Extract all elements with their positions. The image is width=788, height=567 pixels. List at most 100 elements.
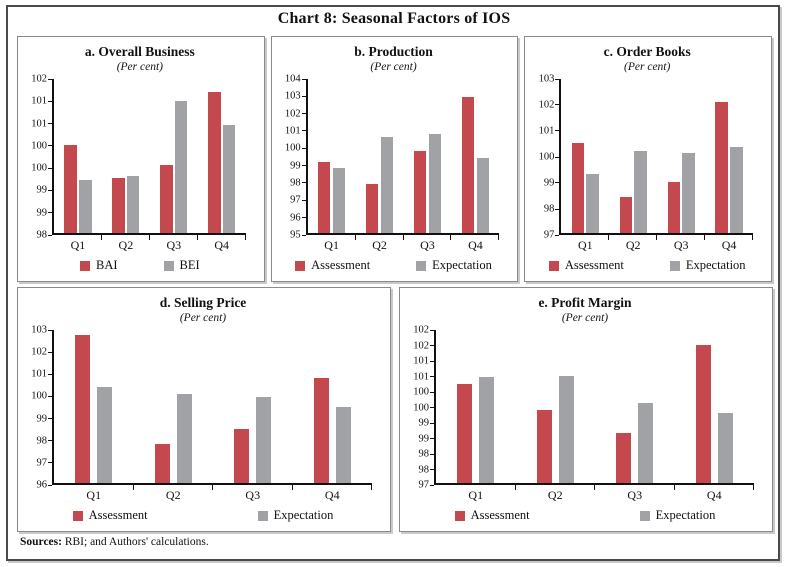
y-axis-label: 100 (413, 386, 429, 398)
panel-title: a. Overall Business (84, 44, 195, 59)
x-axis-tick (100, 235, 102, 240)
bar-bei-q3 (174, 101, 188, 233)
legend: BAI BEI (26, 258, 254, 273)
bar-assessment-q4 (715, 102, 728, 233)
y-axis-tick (48, 395, 52, 397)
legend-swatch (669, 260, 680, 271)
x-category-label: Q4 (721, 238, 737, 252)
y-axis-tick (555, 208, 560, 210)
y-axis-label: 98 (36, 435, 48, 447)
y-axis-label: 99 (36, 184, 48, 196)
bar-expectation-q2 (380, 137, 394, 233)
bar-assessment-q4 (313, 378, 329, 483)
bar-assessment-q1 (457, 383, 473, 483)
panel-title: e. Profit Margin (538, 295, 632, 310)
chart-area: 102 101 101 100 100 99 99 98 (26, 74, 254, 241)
y-axis-label: 102 (538, 99, 555, 111)
y-axis-label: 103 (284, 90, 301, 102)
x-category-label: Q3 (166, 238, 182, 252)
x-category-label: Q1 (577, 238, 593, 252)
chart-area: 103 102 101 100 99 98 97 96 (26, 325, 380, 491)
legend-entry-assessment: Assessment (72, 508, 148, 523)
legend-swatch (163, 260, 174, 271)
y-axis-tick (301, 234, 306, 236)
top-panel-row: a. Overall Business (Per cent) 102 101 101 10… (17, 36, 773, 282)
y-axis-tick (430, 453, 434, 455)
y-axis-tick (430, 422, 434, 424)
y-axis-tick (555, 78, 560, 80)
panel-selling-price: d. Selling Price (Per cent) 103 102 101 100 99… (17, 287, 391, 532)
figure-title: Chart 8: Seasonal Factors of IOS (277, 10, 511, 27)
y-axis-label: 102 (413, 324, 429, 336)
y-axis-label: 96 (36, 479, 48, 491)
sources-label: Sources: (20, 536, 62, 548)
panel-title: b. Production (354, 44, 433, 59)
bar-expectation-q1 (97, 386, 113, 483)
x-axis-tick (148, 235, 150, 240)
y-axis-label: 100 (31, 140, 47, 152)
bar-bai-q3 (160, 164, 173, 233)
y-axis-label: 100 (413, 402, 429, 413)
y-axis-tick (430, 407, 434, 408)
panel-subtitle: (Per cent) (370, 61, 417, 73)
x-category-label: Q2 (547, 488, 563, 502)
x-category-label: Q1 (70, 238, 86, 252)
y-axis-label: 102 (284, 108, 301, 120)
y-axis-label: 98 (36, 229, 48, 241)
x-axis-tick (752, 235, 754, 240)
y-axis: 103 102 101 100 99 98 97 96 (26, 325, 52, 491)
bar-expectation-q4 (476, 157, 489, 233)
x-category-label: Q2 (118, 238, 134, 252)
x-axis-labels: Q1 Q2 Q3 Q4 (561, 238, 753, 253)
legend-label: Expectation (685, 258, 746, 272)
y-axis-tick (430, 484, 434, 486)
legend-label: Expectation (655, 508, 716, 522)
bar-expectation-q1 (586, 173, 599, 233)
panel-profit-margin: e. Profit Margin (Per cent) 102 102 101 101 10… (399, 287, 773, 532)
y-axis-tick (48, 234, 52, 236)
x-category-label: Q1 (468, 488, 484, 502)
legend-entry-assessment: Assessment (548, 258, 624, 273)
bar-assessment-q1 (75, 335, 91, 483)
legend-label: Assessment (88, 508, 148, 522)
x-category-label: Q2 (372, 238, 387, 252)
legend-swatch (72, 510, 83, 521)
legend-label: Expectation (273, 508, 334, 522)
y-axis-label: 101 (31, 368, 47, 380)
x-axis-tick (608, 235, 610, 240)
legend-swatch (416, 260, 427, 271)
x-category-label: Q2 (165, 488, 181, 502)
panel-title: d. Selling Price (159, 295, 247, 310)
legend-entry-expectation: Expectation (416, 258, 492, 273)
sources-note: Sources: RBI; and Authors' calculations. (20, 536, 209, 548)
legend-label: Assessment (311, 258, 371, 272)
bar-expectation-q4 (717, 412, 733, 483)
bar-bai-q4 (208, 92, 221, 233)
panel-overall-business: a. Overall Business (Per cent) 102 101 101 10… (17, 36, 265, 282)
x-axis-tick (753, 485, 754, 490)
y-axis-tick (48, 123, 52, 125)
plot-area (559, 79, 754, 240)
bar-expectation-q3 (428, 133, 442, 233)
x-category-label: Q4 (214, 238, 230, 252)
y-axis-label: 98 (543, 203, 555, 215)
y-axis-tick (301, 217, 306, 219)
bar-assessment-q4 (695, 345, 711, 483)
y-axis-tick (430, 345, 434, 346)
bar-expectation-q3 (638, 403, 654, 483)
chart-area: 103 102 101 100 99 98 97 (533, 74, 761, 241)
plot-area (52, 330, 372, 490)
y-axis-label: 99 (36, 413, 48, 425)
y-axis-tick (301, 199, 306, 201)
x-category-label: Q3 (627, 488, 643, 502)
panel-title: c. Order Books (603, 44, 691, 59)
legend-entry-bei: BEI (163, 258, 200, 273)
bar-expectation-q2 (558, 375, 574, 483)
y-axis-label: 95 (290, 229, 301, 241)
x-category-label: Q4 (468, 238, 483, 252)
y-axis-label: 97 (290, 194, 301, 206)
y-axis-label: 103 (538, 73, 555, 85)
legend-label: Assessment (470, 508, 530, 522)
y-axis-tick (48, 418, 52, 420)
y-axis-label: 100 (31, 162, 47, 174)
